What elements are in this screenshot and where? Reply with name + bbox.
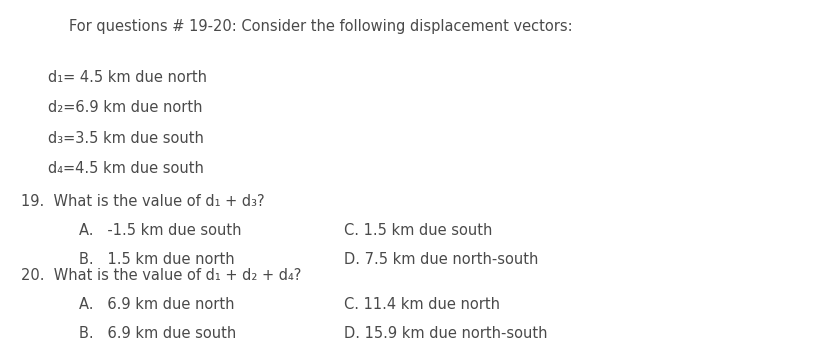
Text: d₁= 4.5 km due north: d₁= 4.5 km due north xyxy=(48,70,207,85)
Text: C. 11.4 km due north: C. 11.4 km due north xyxy=(343,297,499,312)
Text: 19.  What is the value of d₁ + d₃?: 19. What is the value of d₁ + d₃? xyxy=(21,194,264,209)
Text: For questions # 19-20: Consider the following displacement vectors:: For questions # 19-20: Consider the foll… xyxy=(69,19,571,34)
Text: d₃=3.5 km due south: d₃=3.5 km due south xyxy=(48,131,203,146)
Text: d₄=4.5 km due south: d₄=4.5 km due south xyxy=(48,161,203,176)
Text: 20.  What is the value of d₁ + d₂ + d₄?: 20. What is the value of d₁ + d₂ + d₄? xyxy=(21,268,301,283)
Text: B.   6.9 km due south: B. 6.9 km due south xyxy=(79,326,236,341)
Text: C. 1.5 km due south: C. 1.5 km due south xyxy=(343,223,491,238)
Text: B.   1.5 km due north: B. 1.5 km due north xyxy=(79,252,234,267)
Text: D. 15.9 km due north-south: D. 15.9 km due north-south xyxy=(343,326,547,341)
Text: A.   6.9 km due north: A. 6.9 km due north xyxy=(79,297,234,312)
Text: A.   -1.5 km due south: A. -1.5 km due south xyxy=(79,223,241,238)
Text: d₂=6.9 km due north: d₂=6.9 km due north xyxy=(48,100,203,116)
Text: D. 7.5 km due north-south: D. 7.5 km due north-south xyxy=(343,252,538,267)
